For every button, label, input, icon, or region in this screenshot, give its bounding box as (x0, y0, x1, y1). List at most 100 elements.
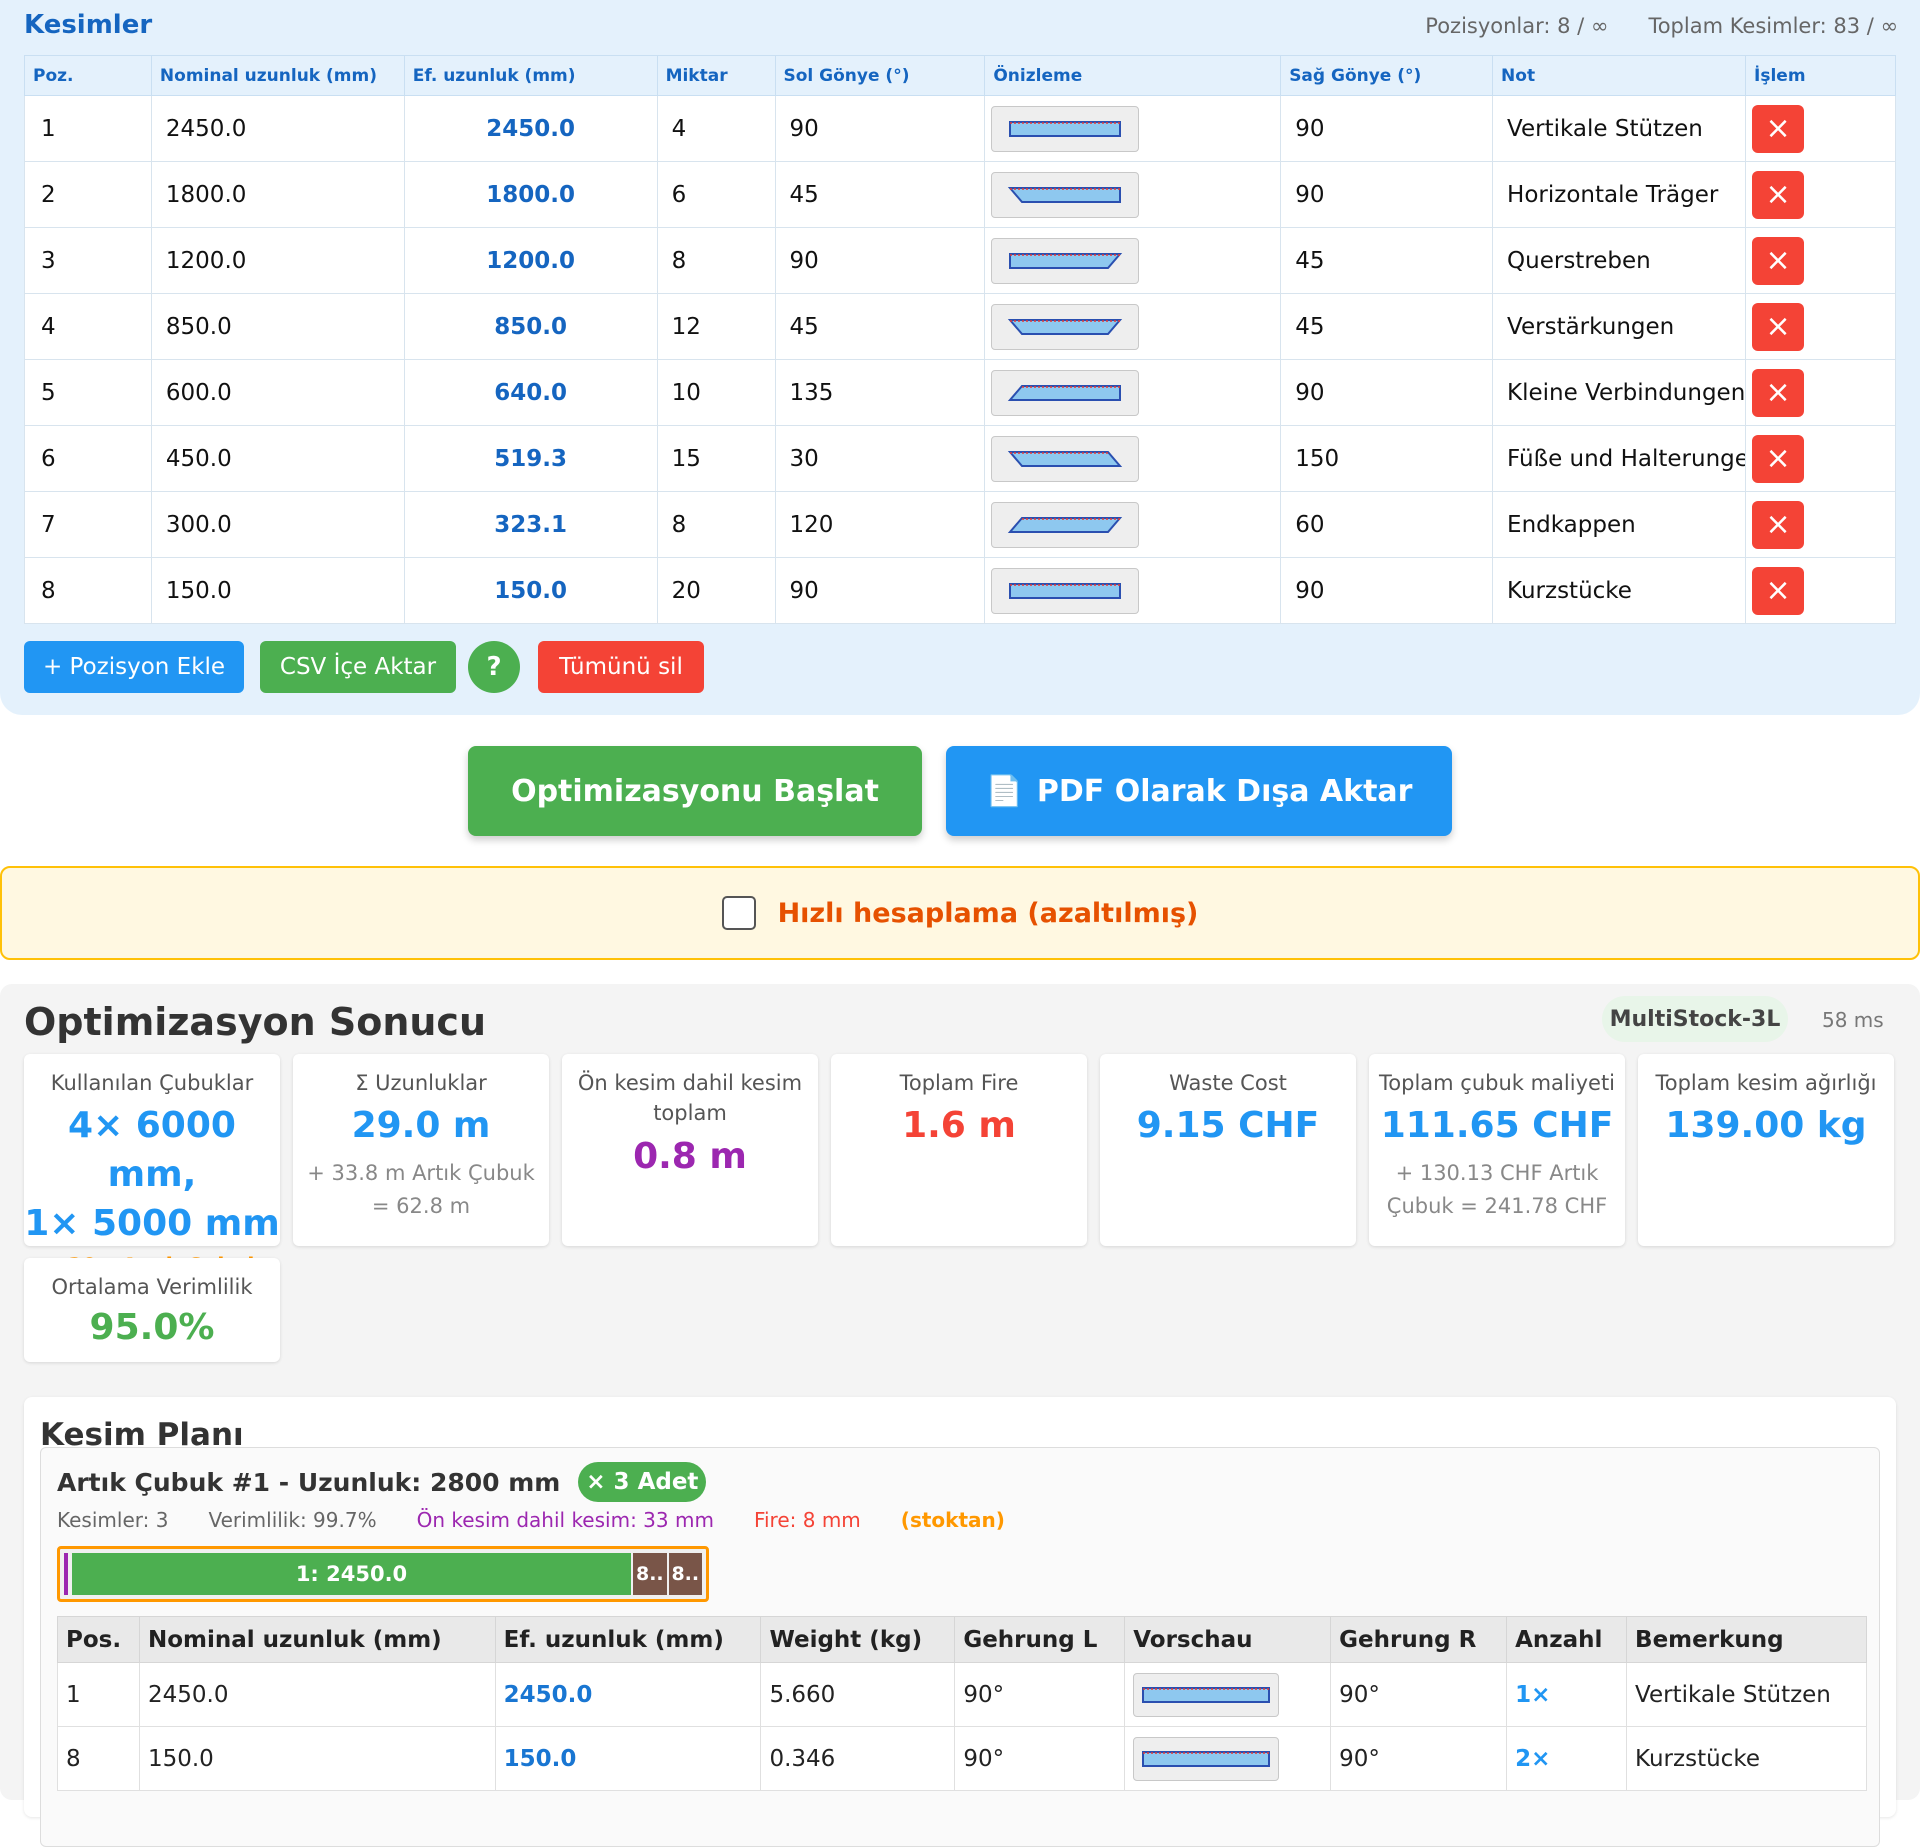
cut-left-miter[interactable]: 90 (774, 95, 986, 162)
cut-effective-length: 640.0 (403, 359, 658, 426)
cut-right-miter[interactable]: 45 (1280, 227, 1494, 294)
document-icon: 📄 (985, 773, 1023, 809)
cut-right-miter[interactable]: 90 (1280, 161, 1494, 228)
cut-note[interactable]: Querstreben (1492, 227, 1747, 294)
cut-pos[interactable]: 2 (24, 161, 152, 228)
cut-quantity[interactable]: 15 (656, 425, 776, 492)
cut-pos[interactable]: 6 (24, 425, 152, 492)
cut-quantity[interactable]: 12 (656, 293, 776, 360)
delete-row-button[interactable]: × (1752, 104, 1805, 153)
cut-row: 4 850.0 850.0 12 45 45 Verstärkungen × (24, 293, 1896, 360)
profile-preview-svg (1009, 252, 1123, 269)
cut-left-miter[interactable]: 90 (774, 227, 986, 294)
cut-left-miter[interactable]: 90 (774, 557, 986, 624)
total-cuts-stat: Toplam Kesimler: 83 / ∞ (1648, 14, 1898, 38)
col-header-action: İşlem (1745, 55, 1896, 96)
cut-pos[interactable]: 3 (24, 227, 152, 294)
cut-note[interactable]: Kleine Verbindungen (1492, 359, 1747, 426)
cut-left-miter[interactable]: 30 (774, 425, 986, 492)
cut-pos[interactable]: 1 (24, 95, 152, 162)
help-button[interactable]: ? (468, 641, 520, 693)
cut-note[interactable]: Füße und Halterungen (1492, 425, 1747, 492)
cut-nominal-length[interactable]: 150.0 (150, 557, 405, 624)
cut-nominal-length[interactable]: 300.0 (150, 491, 405, 558)
cut-row: 8 150.0 150.0 20 90 90 Kurzstücke × (24, 557, 1896, 624)
close-icon: × (1765, 572, 1791, 608)
cut-right-miter[interactable]: 60 (1280, 491, 1494, 558)
cut-left-miter[interactable]: 135 (774, 359, 986, 426)
cut-pos[interactable]: 4 (24, 293, 152, 360)
cut-note[interactable]: Kurzstücke (1492, 557, 1747, 624)
cut-nominal-length[interactable]: 600.0 (150, 359, 405, 426)
cut-note[interactable]: Endkappen (1492, 491, 1747, 558)
plan-col-effective: Ef. uzunluk (mm) (494, 1616, 762, 1663)
cut-left-miter[interactable]: 45 (774, 161, 986, 228)
delete-row-button[interactable]: × (1752, 368, 1805, 417)
cut-nominal-length[interactable]: 450.0 (150, 425, 405, 492)
delete-row-button[interactable]: × (1752, 302, 1805, 351)
cut-right-miter[interactable]: 90 (1280, 359, 1494, 426)
plan-count: 1× (1506, 1662, 1628, 1727)
cut-preview-cell (984, 95, 1282, 162)
profile-preview-svg (1142, 1750, 1271, 1767)
csv-import-button[interactable]: CSV İçe Aktar (260, 641, 456, 693)
cut-quantity[interactable]: 4 (656, 95, 776, 162)
cut-segment-8b[interactable]: 8.. (668, 1553, 702, 1595)
profile-preview-svg (1008, 516, 1123, 533)
cut-segment-8a[interactable]: 8.. (633, 1553, 667, 1595)
cut-nominal-length[interactable]: 850.0 (150, 293, 405, 360)
cut-right-miter[interactable]: 90 (1280, 95, 1494, 162)
cut-nominal-length[interactable]: 1200.0 (150, 227, 405, 294)
card-sub: + 33.8 m Artık Çubuk = 62.8 m (307, 1161, 535, 1218)
card-value-line1: 4× 6000 mm, (68, 1105, 236, 1196)
cut-note[interactable]: Horizontale Träger (1492, 161, 1747, 228)
cut-right-miter[interactable]: 90 (1280, 557, 1494, 624)
cut-nominal-length[interactable]: 2450.0 (150, 95, 405, 162)
close-icon: × (1765, 176, 1791, 212)
cut-pos[interactable]: 8 (24, 557, 152, 624)
cut-left-miter[interactable]: 45 (774, 293, 986, 360)
cut-preview (991, 567, 1140, 614)
positions-stat: Pozisyonlar: 8 / ∞ (1425, 14, 1609, 38)
profile-preview-svg (1009, 120, 1122, 137)
cut-quantity[interactable]: 8 (656, 491, 776, 558)
delete-row-button[interactable]: × (1752, 236, 1805, 285)
cut-quantity[interactable]: 8 (656, 227, 776, 294)
cut-right-miter[interactable]: 45 (1280, 293, 1494, 360)
quick-calc-label[interactable]: Hızlı hesaplama (azaltılmış) (777, 897, 1199, 929)
cut-nominal-length[interactable]: 1800.0 (150, 161, 405, 228)
cut-pos[interactable]: 5 (24, 359, 152, 426)
col-header-pos: Poz. (24, 55, 152, 96)
plan-col-count: Anzahl (1506, 1616, 1628, 1663)
cut-segment-1[interactable]: 1: 2450.0 (71, 1553, 632, 1595)
cuts-table: Poz. Nominal uzunluk (mm) Ef. uzunluk (m… (24, 55, 1896, 624)
add-position-button[interactable]: + Pozisyon Ekle (24, 641, 244, 693)
clear-all-button[interactable]: Tümünü sil (538, 641, 704, 693)
quick-calc-checkbox[interactable] (721, 896, 756, 930)
delete-row-button[interactable]: × (1752, 434, 1805, 483)
plan-preview-cell (1124, 1662, 1332, 1727)
cut-note[interactable]: Verstärkungen (1492, 293, 1747, 360)
delete-row-button[interactable]: × (1752, 500, 1805, 549)
cut-quantity[interactable]: 6 (656, 161, 776, 228)
cut-quantity[interactable]: 20 (656, 557, 776, 624)
delete-row-button[interactable]: × (1752, 566, 1805, 615)
cuts-stats: Pozisyonlar: 8 / ∞ Toplam Kesimler: 83 /… (1425, 14, 1898, 38)
card-total-waste: Toplam Fire 1.6 m (831, 1054, 1087, 1246)
close-icon: × (1765, 110, 1791, 146)
export-pdf-button[interactable]: 📄 PDF Olarak Dışa Aktar (946, 746, 1452, 836)
cut-action-cell: × (1745, 359, 1896, 426)
start-optimization-button[interactable]: Optimizasyonu Başlat (468, 746, 922, 836)
cut-left-miter[interactable]: 120 (774, 491, 986, 558)
plan-nominal: 150.0 (138, 1726, 496, 1791)
plan-col-pos: Pos. (57, 1616, 140, 1663)
cut-quantity[interactable]: 10 (656, 359, 776, 426)
cut-note[interactable]: Vertikale Stützen (1492, 95, 1747, 162)
profile-preview-svg (1008, 450, 1123, 467)
plan-note: Kurzstücke (1626, 1726, 1867, 1791)
cut-right-miter[interactable]: 150 (1280, 425, 1494, 492)
delete-row-button[interactable]: × (1752, 170, 1805, 219)
cut-pos[interactable]: 7 (24, 491, 152, 558)
plan-nominal: 2450.0 (138, 1662, 496, 1727)
cut-preview-cell (984, 161, 1282, 228)
